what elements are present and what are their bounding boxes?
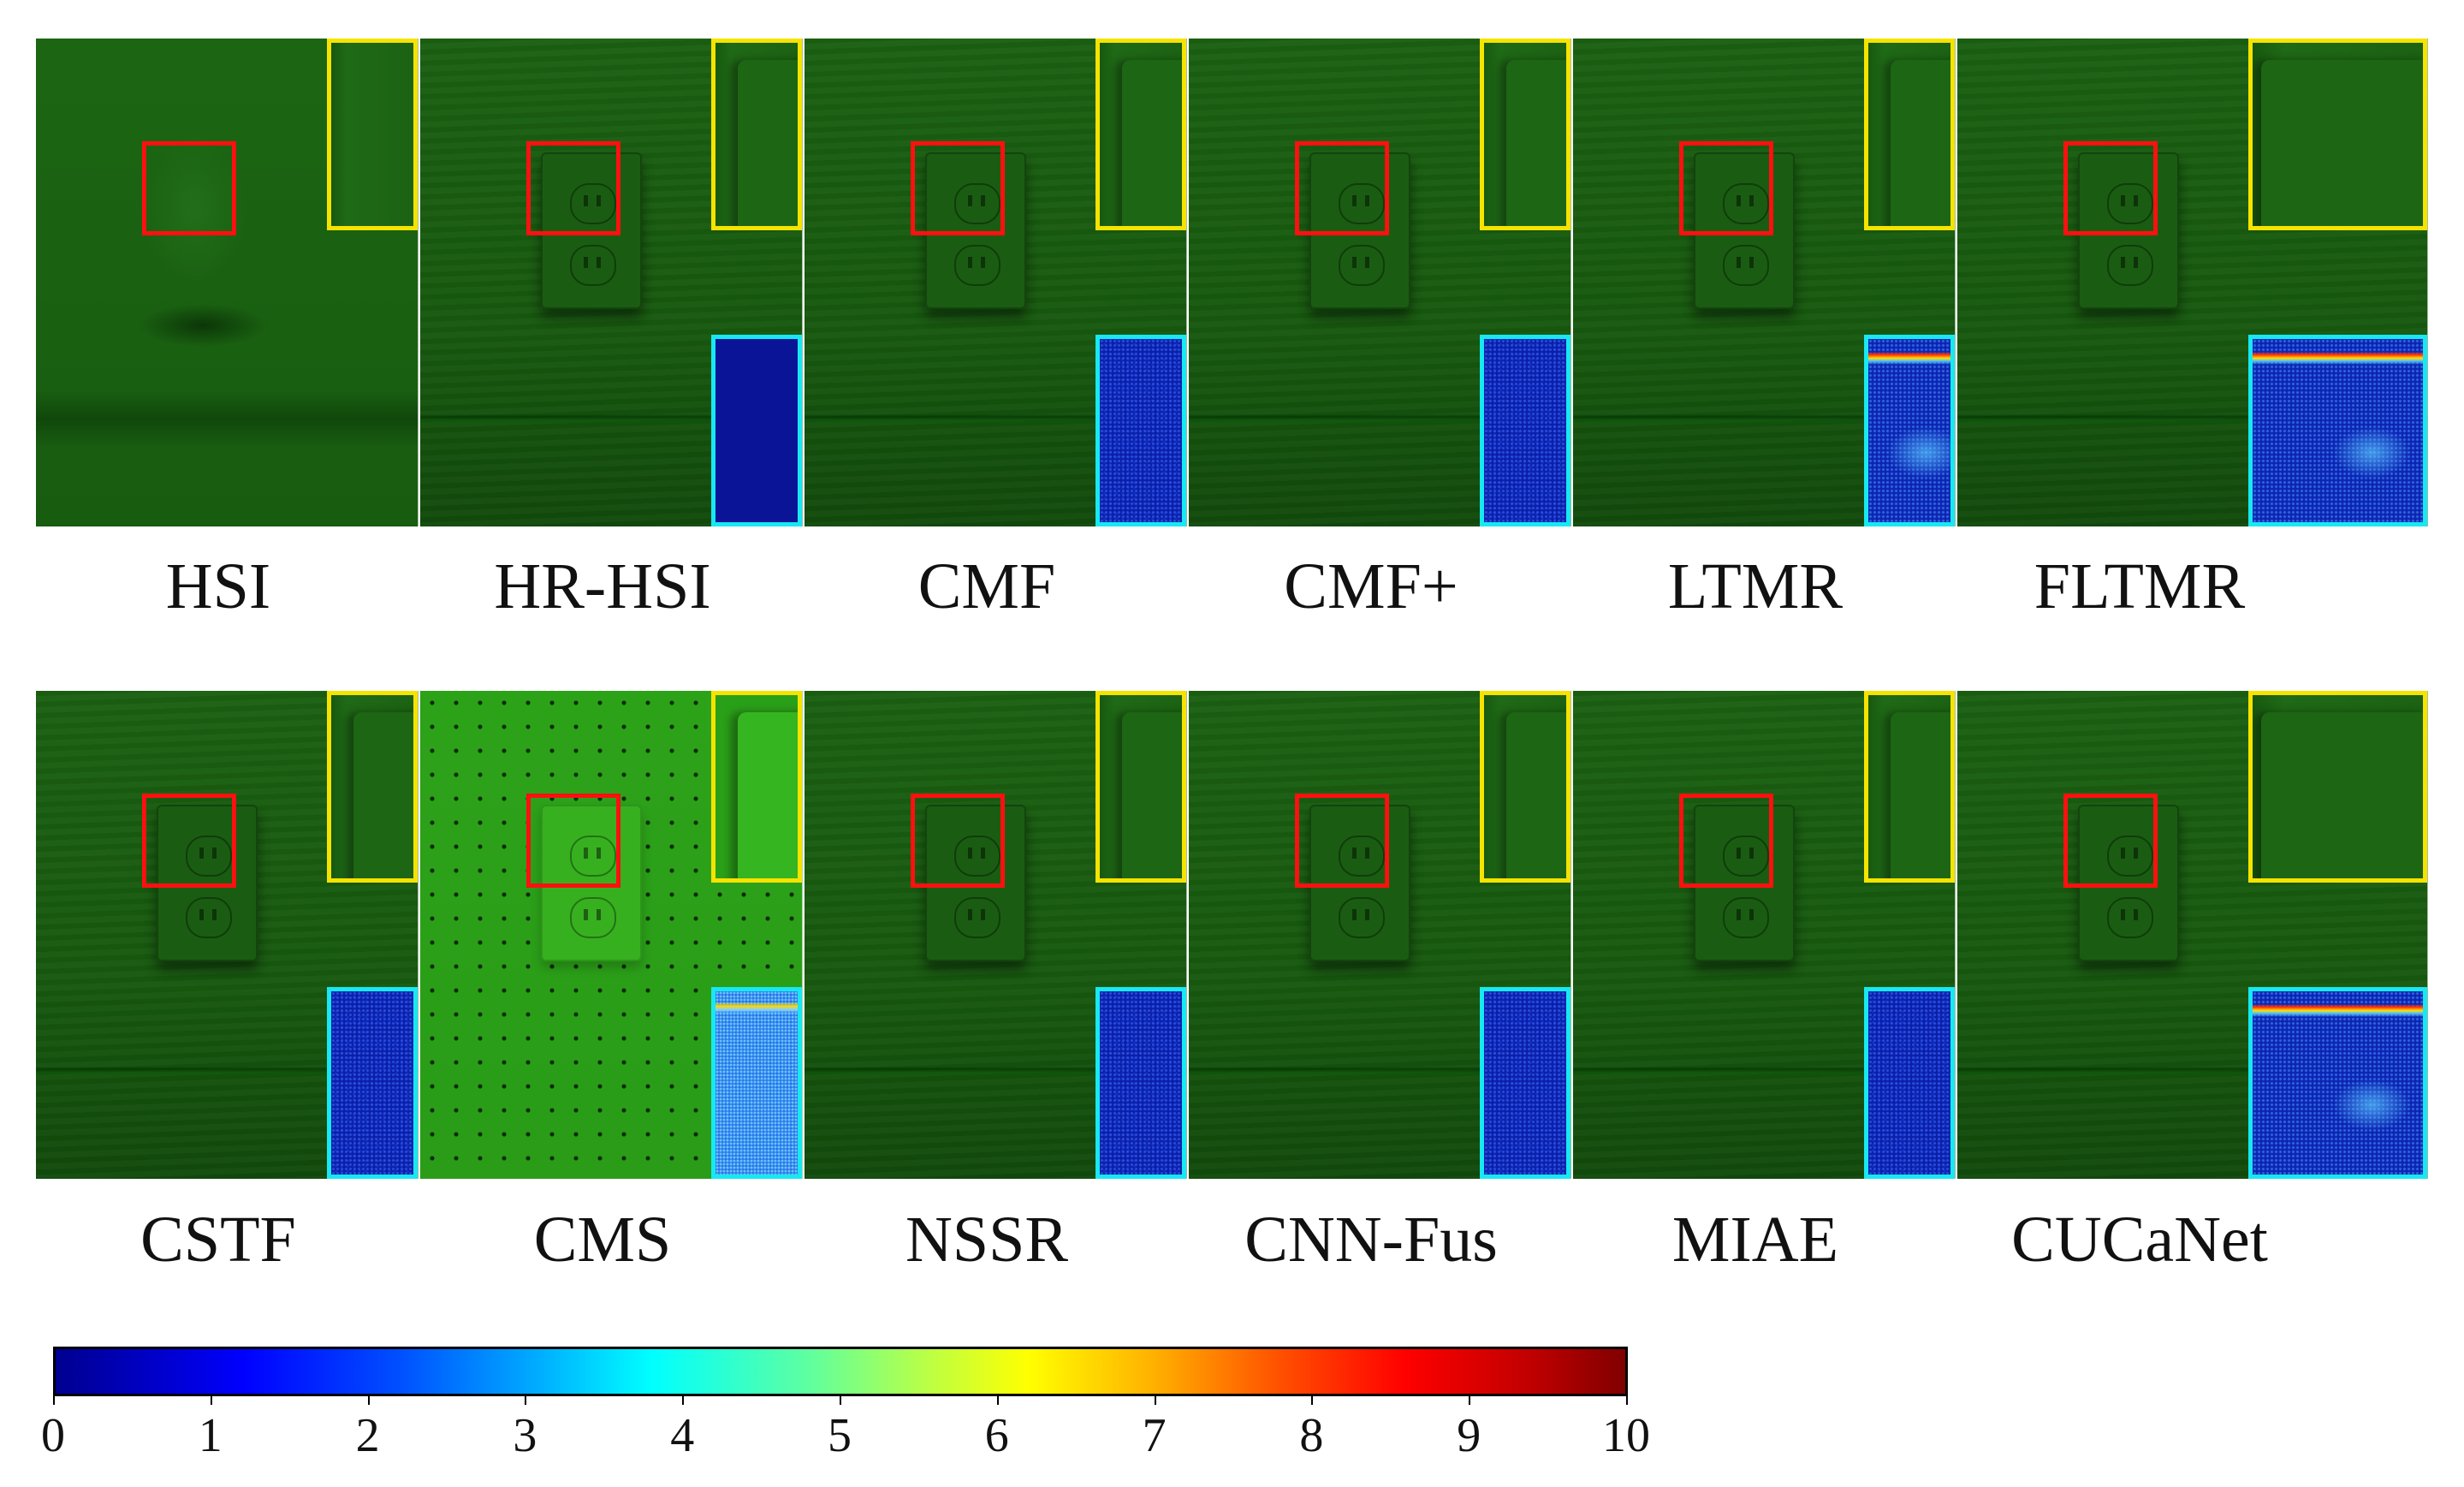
method-label: CSTF	[140, 1204, 296, 1276]
zoom-box	[911, 141, 1005, 235]
zoom-box	[1295, 141, 1389, 235]
colorbar-tick-label: 8	[1299, 1409, 1324, 1462]
panel-ltmr	[1573, 39, 1956, 526]
residual-inset	[1864, 987, 1955, 1179]
image-zoom-inset	[1480, 691, 1570, 883]
panel-nssr	[805, 691, 1187, 1179]
method-label: NSSR	[905, 1204, 1069, 1276]
image-zoom-inset	[2248, 39, 2427, 230]
residual-inset	[1095, 987, 1186, 1179]
outlet	[2078, 805, 2179, 961]
outlet	[1694, 152, 1795, 309]
panel-hr-hsi	[420, 39, 803, 526]
colorbar-tick	[367, 1396, 370, 1405]
zoom-box	[142, 141, 236, 235]
outlet	[1309, 152, 1410, 309]
colorbar-tick	[840, 1396, 841, 1405]
zoom-box	[911, 794, 1005, 888]
outlet	[1694, 805, 1795, 961]
residual-inset	[2248, 987, 2427, 1179]
colorbar-tick	[996, 1396, 999, 1405]
colorbar-tick-label: 5	[828, 1409, 852, 1462]
zoom-box	[2063, 794, 2158, 888]
colorbar-tick-label: 1	[198, 1409, 223, 1462]
zoom-box	[1679, 141, 1773, 235]
method-label: HSI	[165, 550, 271, 622]
comparison-grid	[36, 39, 2428, 1190]
zoom-box	[1295, 794, 1389, 888]
residual-inset	[1480, 335, 1570, 526]
method-label: CMF+	[1284, 550, 1458, 622]
method-label: HR-HSI	[494, 550, 711, 622]
colorbar-tick-label: 9	[1457, 1409, 1481, 1462]
colorbar-tick-label: 2	[355, 1409, 380, 1462]
colorbar-tick	[1154, 1396, 1156, 1405]
zoom-box	[2063, 141, 2158, 235]
panel-cms	[420, 691, 803, 1179]
colorbar-tick	[525, 1396, 527, 1405]
image-zoom-inset	[1095, 691, 1186, 883]
image-zoom-inset	[711, 691, 802, 883]
residual-inset	[327, 987, 418, 1179]
colorbar: 0 1 2 3 4 5 6 7 8 9 10	[41, 1347, 1650, 1475]
colorbar-tick	[682, 1396, 685, 1405]
residual-inset	[1095, 335, 1186, 526]
colorbar-gradient	[53, 1347, 1628, 1396]
method-label: FLTMR	[2034, 550, 2246, 622]
image-zoom-inset	[327, 691, 418, 883]
panel-cnn-fus	[1189, 691, 1571, 1179]
outlet	[157, 805, 258, 961]
residual-inset	[711, 987, 802, 1179]
zoom-box	[526, 141, 620, 235]
panel-cmf	[805, 39, 1187, 526]
image-zoom-inset	[2248, 691, 2427, 883]
outlet	[541, 152, 642, 309]
panel-cucanet	[1957, 691, 2428, 1179]
outlet	[1309, 805, 1410, 961]
panel-miae	[1573, 691, 1956, 1179]
panel-hsi	[36, 39, 419, 526]
image-zoom-inset	[711, 39, 802, 230]
panel-fltmr	[1957, 39, 2428, 526]
method-label: CUCaNet	[2011, 1204, 2268, 1276]
zoom-box	[142, 794, 236, 888]
method-label: CNN-Fus	[1244, 1204, 1498, 1276]
image-zoom-inset	[1864, 39, 1955, 230]
method-label: MIAE	[1671, 1204, 1839, 1276]
colorbar-tick-label: 10	[1602, 1409, 1650, 1462]
colorbar-tick	[1626, 1396, 1628, 1405]
panel-cstf	[36, 691, 419, 1179]
colorbar-tick-label: 4	[670, 1409, 695, 1462]
residual-inset	[2248, 335, 2427, 526]
outlet	[925, 152, 1026, 309]
outlet	[925, 805, 1026, 961]
residual-inset	[1864, 335, 1955, 526]
colorbar-tick-label: 7	[1142, 1409, 1167, 1462]
row-2	[36, 691, 2428, 1179]
method-label: LTMR	[1667, 550, 1844, 622]
image-zoom-inset	[1864, 691, 1955, 883]
panel-cmf-plus	[1189, 39, 1571, 526]
row-1	[36, 39, 2428, 526]
method-label: CMS	[533, 1204, 672, 1276]
colorbar-tick-label: 0	[41, 1409, 65, 1462]
colorbar-tick-label: 6	[984, 1409, 1009, 1462]
outlet	[2078, 152, 2179, 309]
colorbar-tick	[210, 1396, 212, 1405]
residual-inset	[1480, 987, 1570, 1179]
image-zoom-inset	[1095, 39, 1186, 230]
colorbar-tick	[1311, 1396, 1314, 1405]
zoom-box	[1679, 794, 1773, 888]
outlet	[541, 805, 642, 961]
zoom-box	[526, 794, 620, 888]
method-label: CMF	[917, 550, 1056, 622]
colorbar-tick	[1469, 1396, 1471, 1405]
colorbar-tick	[53, 1396, 55, 1405]
image-zoom-inset	[1480, 39, 1570, 230]
colorbar-tick-label: 3	[513, 1409, 537, 1462]
image-zoom-inset	[327, 39, 418, 230]
residual-inset	[711, 335, 802, 526]
